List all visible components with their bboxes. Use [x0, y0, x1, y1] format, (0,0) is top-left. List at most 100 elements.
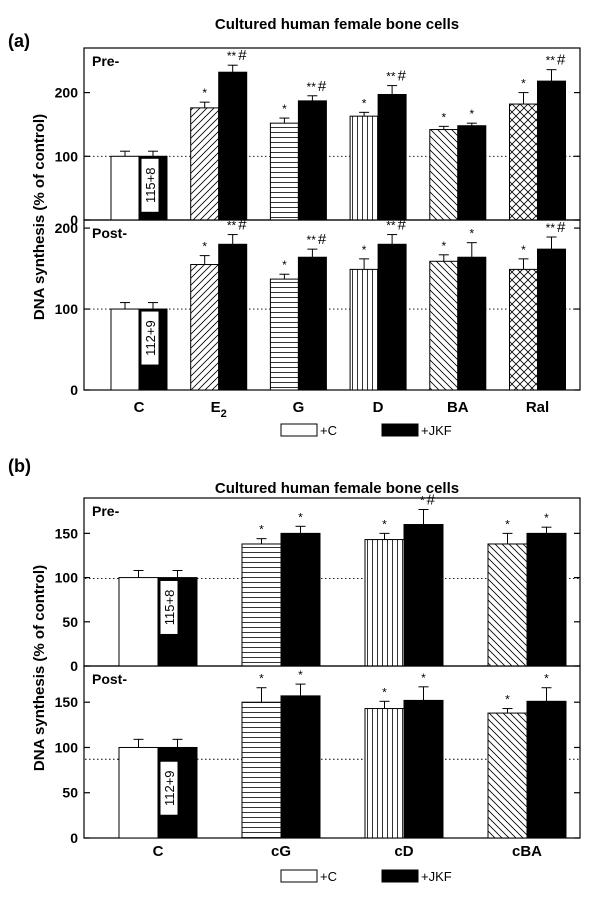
- bar-jkf-G: [297, 100, 327, 221]
- significance-mark: *: [421, 671, 426, 685]
- significance-mark: *: [544, 511, 549, 525]
- significance-mark: ** #: [307, 231, 327, 248]
- significance-mark: *: [298, 510, 303, 524]
- significance-mark: *: [362, 96, 367, 110]
- bar-control-Ral: [509, 268, 538, 391]
- significance-mark: *: [521, 77, 526, 91]
- control-box: [140, 157, 160, 213]
- bar-control-cD: [364, 539, 405, 667]
- subpanel-label: Pre-: [92, 503, 120, 519]
- legend-label-control: +C: [320, 869, 337, 884]
- legend-label-control: +C: [320, 423, 337, 438]
- category-label: D: [373, 399, 384, 416]
- bar-control-cBA: [487, 543, 528, 667]
- bar-jkf-E2: [218, 243, 248, 391]
- control-box: [159, 760, 179, 816]
- significance-mark: ** #: [546, 52, 566, 69]
- y-tick-label: 50: [62, 614, 78, 630]
- bar-control-cG: [241, 701, 282, 839]
- legend-label-jkf: +JKF: [421, 423, 452, 438]
- legend: +C +JKF: [280, 423, 452, 438]
- bar-control-E2: [190, 107, 220, 221]
- chart-title: Cultured human female bone cells: [215, 16, 459, 33]
- legend: +C +JKF: [280, 869, 452, 884]
- bar-jkf-G: [297, 256, 327, 391]
- bar-control-C: [110, 308, 140, 391]
- chart-title: Cultured human female bone cells: [215, 480, 459, 497]
- significance-mark: *: [362, 243, 367, 257]
- y-tick-label: 0: [70, 658, 78, 674]
- category-label: Ral: [526, 399, 549, 416]
- significance-mark: ** #: [546, 219, 566, 236]
- significance-mark: ** #: [227, 47, 247, 64]
- legend-swatch-control: [280, 869, 318, 883]
- control-box: [140, 310, 160, 366]
- bar-jkf-Ral: [537, 80, 566, 221]
- significance-mark: ** #: [227, 217, 247, 234]
- control-box-label: 112+9: [162, 770, 177, 806]
- y-tick-label: 150: [55, 694, 79, 710]
- bar-jkf-cD: [403, 524, 444, 667]
- bar-control-C: [118, 577, 159, 667]
- bar-control-cD: [364, 708, 405, 839]
- y-tick-label: 50: [62, 785, 78, 801]
- significance-mark: *: [298, 668, 303, 682]
- category-label: C: [153, 843, 164, 860]
- control-box-label: 115+8: [162, 590, 177, 626]
- bar-jkf-D: [377, 94, 407, 221]
- significance-mark: *: [441, 239, 446, 253]
- bar-control-C: [118, 746, 159, 839]
- bar-jkf-Ral: [537, 248, 566, 391]
- bar-control-BA: [429, 129, 459, 221]
- plot-frame: [83, 219, 581, 391]
- category-label: cBA: [512, 843, 542, 860]
- bar-jkf-cBA: [526, 700, 567, 839]
- category-label: C: [134, 399, 145, 416]
- y-tick-label: 200: [55, 85, 79, 101]
- bar-jkf-cBA: [526, 532, 567, 667]
- bar-control-C: [110, 155, 140, 221]
- significance-mark: *: [505, 517, 510, 531]
- bar-jkf-BA: [457, 125, 487, 221]
- subpanel-1: 0 50 100 150 Post- * * * * * * 112+9: [55, 665, 581, 846]
- legend-label-jkf: +JKF: [421, 869, 452, 884]
- bar-control-D: [349, 268, 379, 391]
- control-box-label: 115+8: [143, 168, 158, 204]
- subpanel-1: 0 100 200 Post- * ** # * ** # * ** # * * * ** # 112+9: [55, 217, 581, 398]
- category-label: G: [293, 399, 305, 416]
- control-box: [159, 579, 179, 635]
- bar-jkf-cD: [403, 699, 444, 839]
- y-tick-label: 100: [55, 301, 79, 317]
- panel-a: Cultured human female bone cells (a) DNA…: [8, 16, 581, 438]
- category-label: E2: [211, 399, 227, 420]
- significance-mark: *: [282, 102, 287, 116]
- y-tick-label: 0: [70, 382, 78, 398]
- significance-mark: *: [544, 672, 549, 686]
- bar-control-G: [269, 278, 299, 391]
- significance-mark: *: [259, 672, 264, 686]
- significance-mark: *: [469, 107, 474, 121]
- bar-control-D: [349, 115, 379, 221]
- bar-jkf-cG: [280, 695, 321, 839]
- significance-mark: ** #: [386, 217, 406, 234]
- subpanel-0: 0 100 200 Pre- * ** # * ** # * ** # * * * ** # 115+8: [55, 47, 581, 228]
- significance-mark: *: [382, 685, 387, 699]
- y-axis-label: DNA synthesis (% of control): [31, 114, 48, 320]
- control-box-label: 112+9: [143, 320, 158, 356]
- significance-mark: ** #: [386, 68, 406, 85]
- bar-control-cBA: [487, 712, 528, 839]
- significance-mark: *: [521, 243, 526, 257]
- bar-control-cG: [241, 543, 282, 667]
- significance-mark: *: [469, 227, 474, 241]
- subpanel-0: 0 50 100 150 Pre- * * * * # * * 115+8: [55, 491, 581, 674]
- legend-swatch-jkf: [381, 423, 419, 437]
- significance-mark: * #: [420, 491, 436, 508]
- y-tick-label: 0: [70, 212, 78, 228]
- category-label: BA: [447, 399, 469, 416]
- y-tick-label: 100: [55, 739, 79, 755]
- bar-jkf-BA: [457, 256, 487, 391]
- panel-label: (b): [8, 456, 31, 476]
- legend-swatch-jkf: [381, 869, 419, 883]
- category-label: cG: [271, 843, 291, 860]
